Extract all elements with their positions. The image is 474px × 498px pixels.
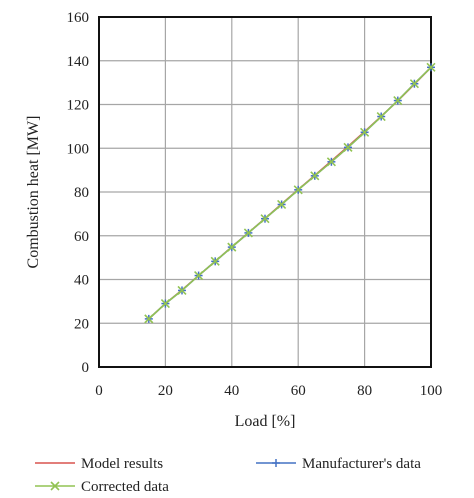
data-point	[243, 228, 253, 238]
legend-item: Manufacturer's data	[256, 456, 421, 472]
x-marker-b	[277, 199, 287, 210]
data-point	[293, 185, 303, 195]
x-marker-b	[260, 214, 270, 224]
legend-marker	[50, 481, 60, 491]
data-point	[144, 314, 154, 324]
y-tick-label: 100	[67, 141, 90, 157]
x-marker-b	[393, 95, 403, 106]
y-tick-label: 60	[74, 229, 89, 245]
plot-border	[98, 16, 432, 368]
x-marker-b	[293, 185, 303, 195]
x-tick-label: 100	[420, 383, 443, 399]
x-marker-b	[360, 127, 370, 137]
legend: Model results Manufacturer's data Correcte…	[35, 456, 421, 495]
data-point	[343, 142, 353, 152]
x-marker-b	[144, 314, 154, 324]
x-marker-b	[343, 142, 353, 152]
x-marker-b	[194, 270, 204, 281]
x-tick-label: 40	[224, 383, 239, 399]
plot-area	[98, 16, 432, 368]
y-axis-ticks: 0 20 40 60 80 100 120 140 160	[67, 10, 90, 376]
x-marker-b	[160, 298, 170, 309]
legend-item: Model results	[35, 456, 163, 472]
y-tick-label: 80	[74, 185, 89, 201]
x-marker-b	[409, 79, 419, 89]
x-marker-b	[376, 111, 386, 122]
y-tick-label: 0	[82, 360, 90, 376]
data-point	[160, 298, 170, 309]
y-tick-label: 160	[67, 10, 90, 26]
data-point	[177, 285, 187, 296]
x-tick-label: 80	[357, 383, 372, 399]
data-point	[194, 270, 204, 281]
data-point	[326, 157, 336, 167]
x-marker-b	[243, 228, 253, 238]
legend-marker	[272, 459, 280, 467]
data-point	[360, 127, 370, 137]
legend-label: Manufacturer's data	[302, 456, 421, 472]
x-marker-b	[426, 62, 436, 72]
x-marker-b	[326, 157, 336, 167]
x-marker-b	[210, 256, 220, 266]
legend-label: Model results	[81, 456, 163, 472]
data-point	[426, 62, 436, 72]
data-point	[227, 242, 237, 252]
data-point	[310, 171, 320, 181]
legend-label: Corrected data	[81, 479, 169, 495]
data-point	[277, 199, 287, 210]
data-point	[393, 95, 403, 106]
legend-item: Corrected data	[35, 479, 169, 495]
x-marker-b	[50, 481, 60, 491]
y-tick-label: 120	[67, 98, 90, 114]
series-2	[144, 62, 436, 324]
x-marker-b	[227, 242, 237, 252]
x-tick-label: 0	[95, 383, 103, 399]
x-marker-b	[310, 171, 320, 181]
x-axis-title: Load [%]	[235, 413, 296, 430]
y-axis-title: Combustion heat [MW]	[25, 116, 42, 269]
data-point	[409, 79, 419, 89]
grid-lines	[98, 16, 432, 368]
data-point	[260, 214, 270, 224]
x-marker-b	[177, 285, 187, 296]
series-layer	[144, 62, 436, 324]
y-tick-label: 40	[74, 273, 89, 289]
data-point	[376, 111, 386, 122]
x-tick-label: 20	[158, 383, 173, 399]
x-axis-ticks: 0 20 40 60 80 100	[95, 383, 442, 399]
y-tick-label: 20	[74, 316, 89, 332]
y-tick-label: 140	[67, 54, 90, 70]
x-tick-label: 60	[291, 383, 306, 399]
data-point	[210, 256, 220, 266]
